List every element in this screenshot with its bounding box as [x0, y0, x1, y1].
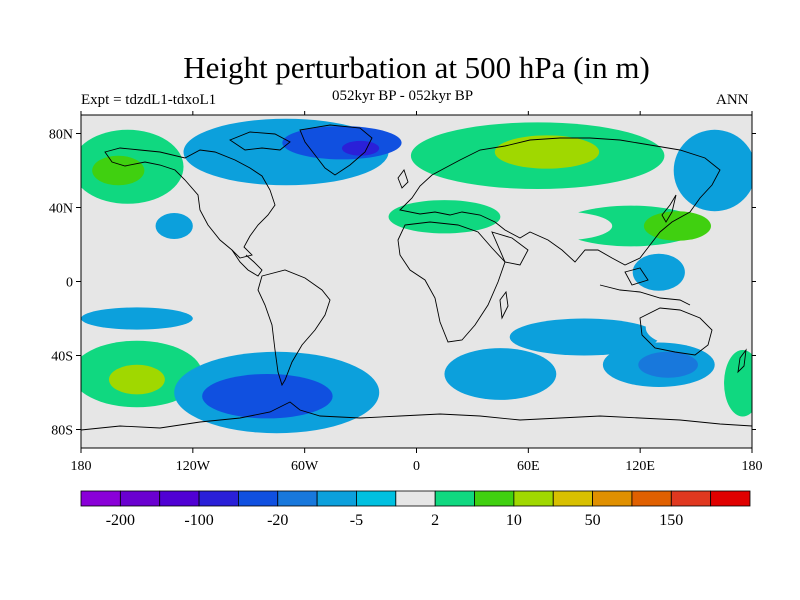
colorbar-label-2: -20: [267, 512, 288, 529]
season-label: ANN: [716, 92, 749, 108]
colorbar-box-5: [277, 490, 318, 507]
colorbar-box-12: [552, 490, 593, 507]
coastline-south-america: [257, 269, 331, 387]
colorbar-box-1: [119, 490, 161, 507]
anomaly-region-12: [673, 129, 752, 212]
coastline-greenland: [299, 124, 373, 176]
coastline-arabia: [491, 231, 529, 266]
x-tick-label-0: 180: [71, 459, 92, 474]
anomaly-region-26: [397, 401, 659, 439]
x-tick-label-4: 60E: [517, 459, 540, 474]
anomaly-region-24: [425, 309, 482, 347]
coastlines: [81, 124, 752, 431]
colorbar-box-8: [395, 490, 436, 507]
anomaly-region-3: [155, 213, 193, 239]
coastline-british-isles: [397, 169, 409, 189]
anomaly-region-18: [183, 322, 240, 352]
anomaly-region-31: [724, 349, 752, 417]
anomaly-region-23: [282, 301, 402, 336]
colorbar-box-2: [159, 490, 200, 507]
colorbar-box-3: [198, 490, 239, 507]
colorbar-label-5: 10: [506, 512, 522, 529]
colorbar-box-9: [434, 490, 475, 507]
colorbar-box-16: [710, 490, 751, 507]
colorbar-box-10: [474, 490, 515, 507]
plot-title: Height perturbation at 500 hPa (in m): [183, 50, 650, 85]
colorbar-box-7: [356, 490, 397, 507]
coastline-africa: [397, 221, 506, 343]
x-tick-label-2: 60W: [291, 459, 319, 474]
anomaly-region-7: [235, 190, 318, 225]
coastline-antarctica: [81, 401, 752, 431]
anomaly-region-25: [444, 348, 557, 400]
anomaly-region-30: [638, 351, 698, 378]
anomaly-region-20: [108, 364, 165, 395]
coastline-indonesia: [599, 284, 691, 306]
y-tick-label-4: 80S: [51, 424, 73, 439]
anomaly-region-22: [202, 374, 333, 419]
coastline-japan: [661, 194, 677, 223]
anomaly-region-17: [81, 307, 193, 330]
colorbar-label-6: 50: [585, 512, 601, 529]
coastline-central-america: [231, 249, 263, 277]
colorbar-box-11: [513, 490, 554, 507]
y-tick-label-0: 80N: [49, 128, 73, 143]
colorbar-label-7: 150: [659, 512, 683, 529]
experiment-label: Expt = tdzdL1-tdxoL1: [81, 92, 217, 108]
colorbar-label-4: 2: [431, 512, 439, 529]
plot-subtitle: 052kyr BP - 052kyr BP: [332, 88, 474, 104]
anomaly-region-1: [92, 155, 145, 186]
anomaly-region-28: [645, 309, 728, 347]
map-axes: 180 120W 60W 0 60E 120E 180 80N 40N 0 40S 80S: [49, 111, 763, 474]
x-tick-label-3: 0: [413, 459, 420, 474]
anomaly-region-27: [509, 318, 659, 356]
colorbar-box-6: [316, 490, 357, 507]
y-tick-label-1: 40N: [49, 202, 73, 217]
coastline-arctic-islands: [229, 131, 291, 151]
x-tick-label-5: 120E: [625, 459, 655, 474]
colorbar-box-4: [238, 490, 279, 507]
anomaly-region-8: [267, 229, 417, 267]
colorbar: -200 -100 -20 -5 2 10 50 150: [80, 490, 751, 529]
colorbar-box-15: [670, 490, 712, 507]
coastline-new-zealand: [737, 348, 747, 374]
colorbar-box-0: [80, 490, 121, 507]
y-tick-label-3: 40S: [51, 350, 73, 365]
y-tick-label-2: 0: [66, 276, 73, 291]
colorbar-box-14: [631, 490, 672, 507]
colorbar-label-0: -200: [106, 512, 135, 529]
anomaly-region-9: [388, 200, 501, 234]
coastline-north-america: [104, 147, 276, 259]
colorbar-label-1: -100: [184, 512, 213, 529]
coastline-borneo: [624, 267, 649, 286]
anomaly-region-6: [341, 140, 380, 156]
colorbar-box-13: [592, 490, 633, 507]
x-tick-label-1: 120W: [176, 459, 211, 474]
colorbar-label-3: -5: [350, 512, 363, 529]
coastline-eurasia: [399, 137, 721, 266]
x-tick-label-6: 180: [742, 459, 763, 474]
anomaly-region-16: [632, 253, 685, 291]
anomaly-region-14: [643, 211, 711, 241]
coastline-madagascar: [499, 290, 509, 320]
coastline-australia: [639, 307, 713, 356]
anomaly-region-11: [494, 135, 600, 169]
